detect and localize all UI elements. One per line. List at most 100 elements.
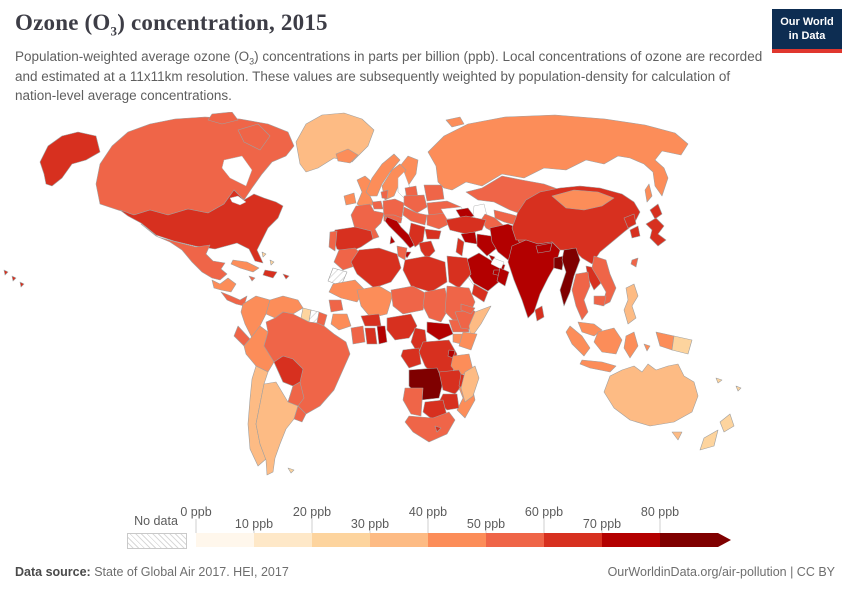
country-thailand[interactable]: [571, 271, 591, 321]
country-levant[interactable]: [455, 237, 465, 257]
country-libya[interactable]: [402, 255, 448, 293]
country-borneo[interactable]: [593, 327, 623, 355]
country-nepal[interactable]: [535, 242, 553, 254]
country-namibia[interactable]: [402, 387, 424, 417]
country-sumatra[interactable]: [565, 325, 591, 357]
legend-segment-40-50[interactable]: [428, 533, 486, 547]
country-myanmar[interactable]: [559, 247, 581, 307]
country-eritrea[interactable]: [460, 303, 476, 315]
country-fiji[interactable]: [735, 385, 742, 392]
country-hispaniola[interactable]: [262, 269, 278, 279]
country-central-america[interactable]: [220, 291, 248, 307]
country-bahamas[interactable]: [261, 251, 275, 266]
country-alaska[interactable]: [39, 131, 101, 187]
country-russia[interactable]: [427, 114, 689, 197]
legend-segment-50-60[interactable]: [486, 533, 544, 547]
country-japan-hokkaido[interactable]: [649, 203, 663, 220]
country-taiwan[interactable]: [630, 257, 639, 268]
country-kuwait[interactable]: [488, 254, 496, 262]
country-nigeria[interactable]: [386, 313, 418, 341]
country-brazil[interactable]: [263, 311, 351, 415]
footer-link[interactable]: OurWorldinData.org/air-pollution | CC BY: [607, 565, 835, 579]
country-india[interactable]: [507, 239, 561, 319]
country-niger[interactable]: [390, 285, 428, 315]
country-tunisia[interactable]: [396, 245, 408, 261]
country-bulgaria[interactable]: [424, 228, 442, 240]
country-algeria[interactable]: [350, 247, 402, 289]
country-sardinia[interactable]: [389, 235, 396, 245]
country-italy[interactable]: [384, 216, 417, 249]
country-baffin-island[interactable]: [237, 123, 271, 151]
country-central-african-republic[interactable]: [426, 321, 454, 341]
country-new-zealand-south[interactable]: [699, 429, 719, 451]
no-data-swatch[interactable]: [127, 533, 187, 549]
legend-segment-0-10[interactable]: [196, 533, 254, 547]
country-guinea[interactable]: [330, 313, 352, 331]
country-ghana[interactable]: [364, 327, 378, 345]
country-philippines[interactable]: [623, 283, 639, 325]
country-egypt[interactable]: [446, 255, 472, 289]
country-sulawesi[interactable]: [623, 331, 639, 359]
country-chad[interactable]: [422, 287, 450, 323]
country-senegal[interactable]: [328, 299, 344, 313]
country-moluccas[interactable]: [643, 343, 651, 352]
legend-segment-10-20[interactable]: [254, 533, 312, 547]
country-new-zealand-north[interactable]: [719, 413, 735, 433]
country-cote-divoire[interactable]: [350, 325, 366, 345]
legend-segment-60-70[interactable]: [544, 533, 602, 547]
country-norway[interactable]: [365, 153, 401, 197]
country-iceland[interactable]: [335, 148, 359, 164]
legend-segment-30-40[interactable]: [370, 533, 428, 547]
country-mauritania[interactable]: [328, 279, 366, 303]
country-java[interactable]: [579, 359, 617, 373]
country-ellesmere-island[interactable]: [207, 111, 239, 125]
country-mexico[interactable]: [140, 223, 228, 281]
owid-logo[interactable]: Our World in Data: [772, 9, 842, 53]
country-paraguay[interactable]: [287, 381, 305, 407]
country-mongolia[interactable]: [551, 189, 615, 211]
country-bolivia[interactable]: [273, 355, 304, 387]
country-congo-gabon[interactable]: [400, 347, 422, 369]
country-togo-benin[interactable]: [376, 325, 388, 345]
country-cuba[interactable]: [230, 259, 260, 273]
legend-segment-70-80[interactable]: [602, 533, 660, 547]
country-japan-main[interactable]: [645, 217, 667, 247]
country-burkina-faso[interactable]: [360, 313, 382, 327]
country-denmark[interactable]: [380, 189, 389, 200]
country-south-korea[interactable]: [629, 225, 641, 239]
country-oman[interactable]: [496, 267, 510, 287]
country-uruguay[interactable]: [293, 405, 307, 423]
country-svalbard[interactable]: [445, 116, 465, 128]
country-tasmania[interactable]: [671, 431, 683, 441]
country-lesotho[interactable]: [434, 425, 442, 433]
country-madagascar[interactable]: [460, 365, 480, 403]
legend-segment-80+[interactable]: [660, 533, 718, 547]
country-bangladesh[interactable]: [553, 255, 565, 271]
country-cambodia[interactable]: [593, 295, 607, 307]
country-kenya[interactable]: [458, 331, 478, 351]
country-puerto-rico[interactable]: [282, 273, 290, 280]
country-papua-new-guinea[interactable]: [671, 335, 693, 355]
country-somalia[interactable]: [468, 305, 492, 339]
country-new-caledonia[interactable]: [715, 377, 723, 384]
country-czechia-hungary[interactable]: [402, 206, 428, 226]
country-vietnam[interactable]: [591, 255, 617, 307]
country-benelux[interactable]: [371, 200, 384, 210]
country-greenland[interactable]: [295, 112, 375, 173]
country-guatemala-honduras[interactable]: [211, 277, 237, 293]
country-sri-lanka[interactable]: [534, 305, 545, 322]
legend-segment-20-30[interactable]: [312, 533, 370, 547]
country-west-papua[interactable]: [655, 331, 675, 351]
country-united-states[interactable]: [119, 189, 284, 264]
country-belarus[interactable]: [423, 184, 445, 202]
country-north-korea[interactable]: [623, 213, 637, 229]
country-sakhalin[interactable]: [644, 183, 653, 203]
country-turkey[interactable]: [445, 215, 487, 235]
country-mali[interactable]: [356, 285, 394, 319]
country-south-africa[interactable]: [404, 411, 456, 443]
country-portugal[interactable]: [328, 230, 338, 252]
country-argentina[interactable]: [255, 381, 299, 476]
country-hawaii[interactable]: [3, 269, 25, 288]
country-australia[interactable]: [603, 363, 699, 427]
country-yemen[interactable]: [471, 283, 489, 303]
